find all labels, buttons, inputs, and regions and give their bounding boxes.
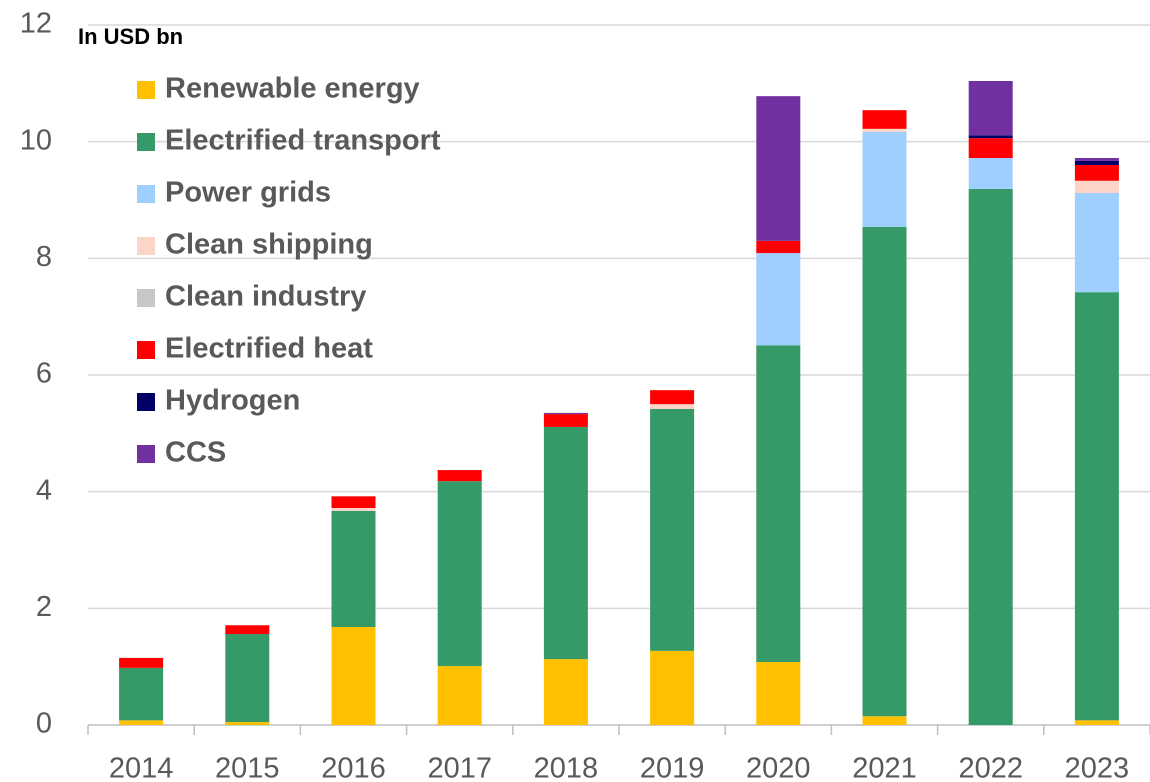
- bar-segment: [650, 390, 695, 405]
- bar-segment: [756, 96, 801, 241]
- x-tick-label: 2014: [109, 753, 174, 782]
- bar-segment: [862, 226, 907, 717]
- legend-swatch: [137, 341, 155, 359]
- x-tick-label: 2023: [1065, 753, 1130, 782]
- legend-label: CCS: [165, 437, 226, 469]
- bar-segment: [225, 722, 270, 725]
- bar-segment: [437, 470, 482, 482]
- bar-segment: [1074, 292, 1119, 721]
- y-tick-label: 2: [36, 591, 52, 623]
- legend-swatch: [137, 289, 155, 307]
- bar-segment: [756, 240, 801, 254]
- bar-segment: [968, 138, 1013, 158]
- y-axis-label: In USD bn: [78, 24, 183, 49]
- bar-segment: [225, 625, 270, 634]
- legend-swatch: [137, 81, 155, 99]
- bar-segment: [862, 128, 907, 132]
- bar-segment: [968, 135, 1013, 139]
- legend-label: Clean shipping: [165, 229, 373, 261]
- bar-segment: [1074, 720, 1119, 725]
- y-tick-label: 4: [36, 474, 52, 506]
- y-tick-label: 12: [20, 8, 52, 40]
- bar-segment: [862, 131, 907, 227]
- bar-segment: [968, 158, 1013, 189]
- legend-label: Electrified heat: [165, 333, 373, 365]
- bar-segment: [1074, 193, 1119, 293]
- y-tick-label: 8: [36, 241, 52, 273]
- legend-swatch: [137, 393, 155, 411]
- legend-label: Renewable energy: [165, 73, 420, 105]
- x-tick-label: 2019: [640, 753, 705, 782]
- bar-segment: [543, 426, 588, 660]
- bar-segment: [543, 414, 588, 427]
- bar-segment: [862, 716, 907, 725]
- legend-label: Clean industry: [165, 281, 366, 313]
- bar-segment: [331, 627, 376, 725]
- x-tick-label: 2018: [534, 753, 599, 782]
- bar-segment: [331, 496, 376, 508]
- x-tick-label: 2021: [852, 753, 917, 782]
- bar-segment: [756, 253, 801, 346]
- bar-segment: [650, 408, 695, 651]
- bar-segment: [1074, 160, 1119, 165]
- bar-segment: [331, 510, 376, 627]
- bar-segment: [756, 345, 801, 662]
- bar-segment: [437, 666, 482, 725]
- bar-segment: [1074, 165, 1119, 181]
- bar-segment: [119, 720, 164, 725]
- legend-label: Hydrogen: [165, 385, 300, 417]
- x-tick-label: 2015: [215, 753, 280, 782]
- x-tick-label: 2020: [746, 753, 811, 782]
- bar-segment: [756, 662, 801, 725]
- x-tick-label: 2017: [427, 753, 492, 782]
- y-tick-label: 10: [20, 124, 52, 156]
- legend-swatch: [137, 185, 155, 203]
- bar-segment: [437, 481, 482, 667]
- legend-swatch: [137, 445, 155, 463]
- legend-label: Power grids: [165, 177, 331, 209]
- bar-segment: [331, 508, 376, 511]
- bar-segment: [119, 657, 164, 668]
- bar-segment: [650, 404, 695, 409]
- bar-segment: [1074, 180, 1119, 193]
- y-tick-label: 0: [36, 708, 52, 740]
- x-tick-label: 2016: [321, 753, 386, 782]
- bar-segment: [225, 634, 270, 723]
- bar-segment: [543, 412, 588, 415]
- legend-swatch: [137, 133, 155, 151]
- bar-segment: [543, 659, 588, 725]
- legend-swatch: [137, 237, 155, 255]
- bar-segment: [119, 667, 164, 721]
- bar-segment: [968, 81, 1013, 136]
- y-tick-label: 6: [36, 358, 52, 390]
- x-tick-label: 2022: [958, 753, 1023, 782]
- legend-label: Electrified transport: [165, 125, 441, 157]
- bar-segment: [862, 110, 907, 129]
- bar-segment: [968, 188, 1013, 725]
- bar-segment: [1074, 158, 1119, 161]
- bar-segment: [650, 650, 695, 725]
